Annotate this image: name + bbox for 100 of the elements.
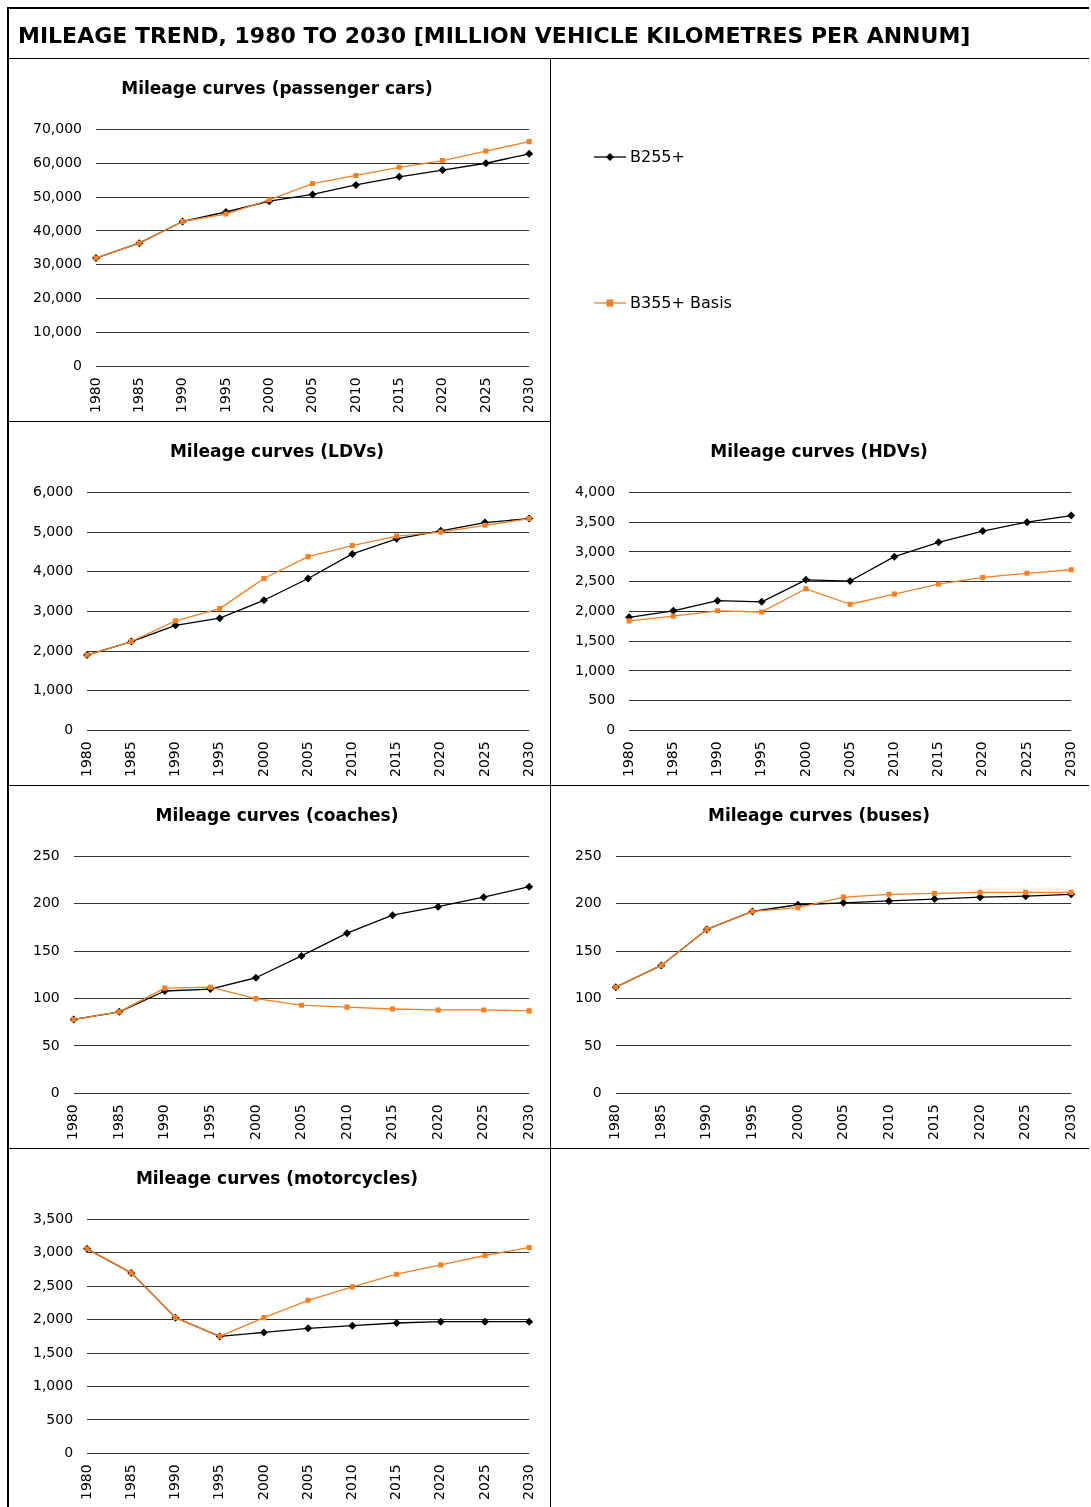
x-tick-label: 1995 [743, 1104, 760, 1141]
y-tick-label: 0 [73, 357, 82, 374]
y-tick-label: 2,000 [32, 641, 74, 658]
x-tick-label: 1985 [121, 1464, 138, 1501]
chart-title: Mileage curves (passenger cars) [121, 77, 433, 98]
x-tick-label: 2000 [254, 741, 271, 778]
x-tick-label: 2000 [254, 1464, 271, 1501]
y-tick-label: 150 [32, 941, 60, 958]
y-tick-label: 3,000 [32, 602, 74, 619]
x-tick-label: 1980 [77, 1464, 94, 1501]
x-tick-label: 2005 [303, 377, 320, 414]
x-tick-label: 2030 [519, 377, 536, 414]
x-tick-label: 1995 [210, 1464, 227, 1501]
y-tick-label: 0 [64, 721, 74, 738]
y-tick-label: 1,500 [574, 631, 616, 648]
x-tick-label: 2015 [383, 1104, 400, 1141]
y-tick-label: 1,500 [32, 1343, 74, 1360]
x-tick-label: 2000 [246, 1104, 263, 1141]
y-tick-label: 200 [574, 894, 602, 911]
x-tick-label: 1985 [121, 741, 138, 778]
x-tick-label: 1980 [64, 1104, 81, 1141]
x-tick-label: 2025 [1016, 1104, 1033, 1141]
x-tick-label: 1990 [155, 1104, 172, 1141]
x-tick-label: 2010 [342, 741, 359, 778]
x-tick-label: 2010 [346, 377, 363, 414]
y-tick-label: 6,000 [32, 483, 74, 500]
x-tick-label: 2015 [925, 1104, 942, 1141]
x-tick-label: 1985 [663, 741, 680, 778]
y-tick-label: 3,500 [32, 1210, 74, 1227]
x-tick-label: 2025 [476, 377, 493, 414]
x-tick-label: 1980 [77, 741, 94, 778]
y-tick-label: 10,000 [32, 323, 82, 340]
x-tick-label: 2015 [387, 741, 404, 778]
y-tick-label: 2,500 [574, 572, 616, 589]
x-tick-label: 2005 [840, 741, 857, 778]
y-tick-label: 100 [574, 989, 602, 1006]
y-tick-label: 20,000 [32, 289, 82, 306]
y-tick-label: 500 [46, 1410, 74, 1427]
y-tick-label: 50,000 [32, 187, 82, 204]
y-tick-label: 3,000 [32, 1243, 74, 1260]
y-tick-label: 50 [41, 1036, 60, 1053]
y-tick-label: 4,000 [32, 562, 74, 579]
y-tick-label: 40,000 [32, 221, 82, 238]
y-tick-label: 60,000 [32, 153, 82, 170]
x-tick-label: 2025 [1017, 741, 1034, 778]
x-tick-label: 2030 [519, 1464, 536, 1501]
y-tick-label: 0 [64, 1444, 74, 1461]
x-tick-label: 1990 [708, 741, 725, 778]
y-tick-label: 0 [50, 1084, 60, 1101]
x-tick-label: 2015 [929, 741, 946, 778]
y-tick-label: 150 [574, 941, 602, 958]
x-tick-label: 2020 [431, 741, 448, 778]
x-tick-label: 2025 [475, 741, 492, 778]
y-tick-label: 5,000 [32, 522, 74, 539]
x-tick-label: 1990 [166, 1464, 183, 1501]
x-tick-label: 2000 [788, 1104, 805, 1141]
x-tick-label: 2010 [879, 1104, 896, 1141]
x-tick-label: 2015 [389, 377, 406, 414]
y-tick-label: 250 [32, 847, 60, 864]
x-tick-label: 2010 [342, 1464, 359, 1501]
x-tick-label: 2030 [519, 1104, 536, 1141]
x-tick-label: 2030 [519, 741, 536, 778]
x-tick-label: 2000 [259, 377, 276, 414]
chart-title: Mileage curves (LDVs) [169, 440, 385, 461]
text: MILEAGE TREND, 1980 TO 2030 [MILLION VEHICLE KILOMETRES PER ANNUM] [18, 23, 971, 48]
x-tick-label: 2020 [428, 1104, 445, 1141]
x-tick-label: 1985 [109, 1104, 126, 1141]
x-tick-label: 2020 [973, 741, 990, 778]
chart-title: Mileage curves (buses) [708, 804, 930, 825]
y-tick-label: 2,000 [574, 602, 616, 619]
x-tick-label: 2030 [1061, 741, 1078, 778]
x-tick-label: 1990 [697, 1104, 714, 1141]
legend-label: B355+ Basis [630, 293, 732, 312]
x-tick-label: 2005 [298, 1464, 315, 1501]
x-tick-label: 2005 [834, 1104, 851, 1141]
x-tick-label: 1980 [86, 377, 103, 414]
y-tick-label: 70,000 [32, 120, 82, 137]
y-tick-label: 0 [606, 721, 616, 738]
chart-title: Mileage curves (motorcycles) [135, 1167, 419, 1188]
x-tick-label: 1985 [129, 377, 146, 414]
y-tick-label: 500 [588, 691, 616, 708]
x-tick-label: 1995 [201, 1104, 218, 1141]
y-tick-label: 2,000 [32, 1310, 74, 1327]
x-tick-label: 1980 [606, 1104, 623, 1141]
x-tick-label: 2020 [970, 1104, 987, 1141]
chart-title: Mileage curves (HDVs) [710, 440, 928, 461]
x-tick-label: 1985 [651, 1104, 668, 1141]
x-tick-label: 1990 [173, 377, 190, 414]
y-tick-label: 3,500 [574, 512, 616, 529]
y-tick-label: 1,000 [574, 661, 616, 678]
y-tick-label: 3,000 [574, 542, 616, 559]
y-tick-label: 1,000 [32, 681, 74, 698]
x-tick-label: 2005 [292, 1104, 309, 1141]
x-tick-label: 2010 [884, 741, 901, 778]
x-tick-label: 2025 [475, 1464, 492, 1501]
x-tick-label: 1995 [210, 741, 227, 778]
x-tick-label: 2015 [387, 1464, 404, 1501]
x-tick-label: 2020 [433, 377, 450, 414]
x-tick-label: 2000 [796, 741, 813, 778]
chart-title: Mileage curves (coaches) [155, 804, 399, 825]
